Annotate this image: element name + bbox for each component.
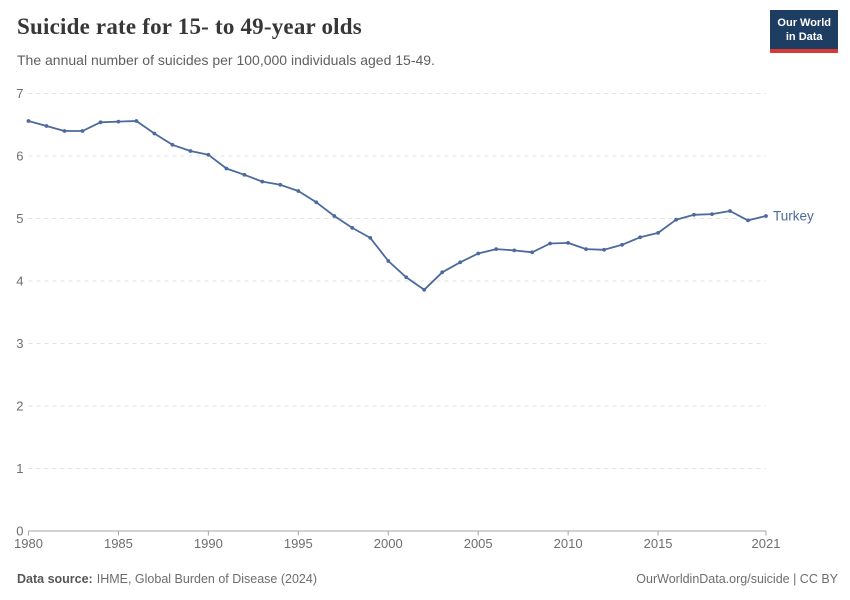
- data-point: [404, 275, 409, 280]
- data-point: [476, 251, 481, 256]
- attribution-link[interactable]: OurWorldinData.org/suicide | CC BY: [636, 572, 838, 586]
- page-title: Suicide rate for 15- to 49-year olds: [17, 14, 362, 39]
- y-axis-tick-label: 7: [16, 86, 23, 101]
- data-point: [260, 179, 265, 184]
- x-axis-tick-label: 2015: [644, 536, 673, 551]
- owid-logo-line2: in Data: [785, 31, 823, 44]
- x-axis-tick-label: 2010: [554, 536, 583, 551]
- data-point: [620, 242, 624, 247]
- x-axis-tick-label: 2000: [374, 536, 403, 551]
- data-point: [548, 241, 552, 246]
- y-axis-tick-label: 5: [16, 211, 23, 226]
- data-point: [368, 236, 373, 240]
- data-point: [350, 226, 355, 230]
- data-source: Data source: IHME, Global Burden of Disea…: [17, 572, 317, 586]
- data-point: [98, 120, 103, 125]
- data-point: [314, 200, 319, 205]
- chart-footer: Data source: IHME, Global Burden of Disea…: [17, 572, 838, 586]
- y-axis-tick-label: 3: [16, 336, 23, 351]
- data-point: [566, 241, 570, 245]
- data-point: [26, 119, 31, 123]
- data-point: [602, 247, 606, 252]
- y-axis-tick-label: 6: [16, 149, 23, 164]
- data-point: [584, 247, 588, 252]
- data-point: [422, 287, 427, 292]
- data-point: [386, 259, 391, 263]
- x-axis-tick-label: 1985: [104, 536, 133, 551]
- y-axis-tick-label: 0: [16, 524, 23, 539]
- x-axis-tick-label: 1995: [284, 536, 313, 551]
- data-point: [116, 119, 121, 124]
- data-point: [332, 214, 337, 218]
- data-source-label: Data source:: [17, 572, 93, 586]
- data-source-text: IHME, Global Burden of Disease (2024): [96, 572, 317, 586]
- owid-logo-line1: Our World: [777, 17, 831, 29]
- x-axis-tick-label: 1980: [14, 536, 43, 551]
- y-axis-tick-label: 4: [16, 274, 23, 289]
- data-point: [494, 247, 499, 252]
- data-point: [656, 231, 660, 235]
- data-point: [764, 214, 768, 218]
- data-point: [134, 119, 139, 123]
- data-point: [152, 131, 157, 136]
- data-point: [170, 142, 175, 147]
- data-line-turkey: [27, 120, 767, 291]
- data-point: [296, 189, 301, 193]
- x-axis-tick-label: 1990: [194, 536, 223, 551]
- data-point: [638, 235, 642, 240]
- x-axis-tick-label: 2005: [464, 536, 493, 551]
- data-point: [44, 124, 49, 128]
- data-point: [746, 218, 750, 223]
- data-point: [512, 248, 517, 253]
- data-point: [206, 152, 211, 157]
- data-point: [80, 129, 85, 133]
- data-point: [278, 182, 283, 187]
- page-subtitle: The annual number of suicides per 100,00…: [17, 52, 435, 68]
- data-point: [440, 270, 445, 275]
- data-point: [728, 209, 732, 213]
- data-point: [188, 149, 193, 153]
- data-point: [242, 172, 247, 177]
- data-point: [710, 212, 714, 217]
- data-point: [530, 250, 535, 255]
- data-point: [458, 260, 463, 265]
- y-axis-tick-label: 1: [16, 461, 23, 476]
- x-axis-tick-label: 2021: [752, 536, 781, 551]
- data-point: [62, 129, 67, 133]
- series-label-turkey: Turkey: [773, 209, 814, 224]
- owid-logo[interactable]: Our World in Data: [770, 10, 838, 53]
- y-axis-tick-label: 2: [16, 399, 23, 414]
- data-point: [674, 217, 678, 222]
- data-point: [692, 212, 696, 217]
- data-point: [224, 166, 229, 171]
